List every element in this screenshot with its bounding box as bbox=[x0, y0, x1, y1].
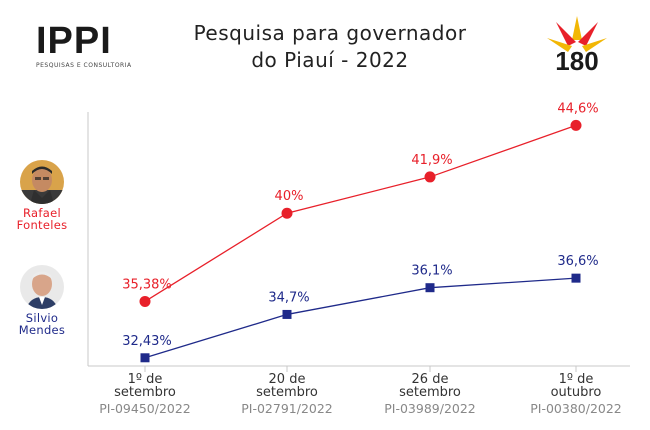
rafael-name-label: Rafael Fonteles bbox=[8, 207, 76, 231]
logo-180: 180 bbox=[547, 16, 607, 74]
x-tick-label-line1: 26 de bbox=[412, 372, 449, 387]
x-tick-label-line2: outubro bbox=[551, 385, 602, 400]
data-point bbox=[570, 119, 582, 131]
chart-title-line2: do Piauí - 2022 bbox=[251, 48, 409, 72]
rafael-name-line1: Rafael bbox=[23, 206, 61, 220]
ippi-logo: IPPI PESQUISAS E CONSULTORIA bbox=[36, 22, 136, 69]
x-tick-label-code: PI-00380/2022 bbox=[530, 401, 622, 416]
data-label: 34,7% bbox=[268, 290, 309, 305]
data-point bbox=[571, 273, 581, 283]
data-label: 36,1% bbox=[411, 264, 452, 279]
data-point bbox=[140, 353, 150, 363]
data-label: 44,6% bbox=[557, 101, 598, 116]
data-point bbox=[282, 309, 292, 319]
x-tick-label-line2: setembro bbox=[256, 385, 318, 400]
data-point bbox=[281, 207, 293, 219]
chart-title-line1: Pesquisa para governador bbox=[193, 21, 467, 45]
data-label: 41,9% bbox=[411, 153, 452, 168]
x-tick-label-code: PI-03989/2022 bbox=[384, 401, 476, 416]
chart-title: Pesquisa para governador do Piauí - 2022 bbox=[150, 20, 510, 74]
silvio-name-line1: Silvio bbox=[25, 311, 59, 325]
data-point bbox=[424, 171, 436, 183]
silvio-name-label: Silvio Mendes bbox=[8, 312, 76, 336]
data-point bbox=[425, 283, 435, 293]
data-label: 36,6% bbox=[557, 254, 598, 269]
series-line bbox=[144, 124, 577, 303]
data-label: 32,43% bbox=[122, 334, 172, 349]
ippi-logo-name: IPPI bbox=[36, 20, 112, 62]
x-tick-label-line1: 1º de bbox=[559, 372, 594, 387]
sun-icon bbox=[547, 16, 607, 52]
x-tick-label-line2: setembro bbox=[399, 385, 461, 400]
x-tick-label-code: PI-09450/2022 bbox=[99, 401, 191, 416]
x-tick-label-line2: setembro bbox=[114, 385, 176, 400]
logo-180-text: 180 bbox=[555, 46, 598, 74]
x-tick-label-line1: 1º de bbox=[128, 372, 163, 387]
series-line bbox=[144, 277, 577, 359]
x-tick-label-code: PI-02791/2022 bbox=[241, 401, 333, 416]
x-tick-label-line1: 20 de bbox=[269, 372, 306, 387]
rafael-name-line2: Fonteles bbox=[16, 218, 68, 232]
silvio-name-line2: Mendes bbox=[18, 323, 66, 337]
rafael-avatar bbox=[20, 160, 64, 204]
data-label: 40% bbox=[275, 189, 304, 204]
ippi-logo-subtitle: PESQUISAS E CONSULTORIA bbox=[36, 62, 132, 69]
data-label: 35,38% bbox=[122, 277, 172, 292]
data-point bbox=[139, 295, 151, 307]
silvio-avatar bbox=[20, 265, 64, 309]
